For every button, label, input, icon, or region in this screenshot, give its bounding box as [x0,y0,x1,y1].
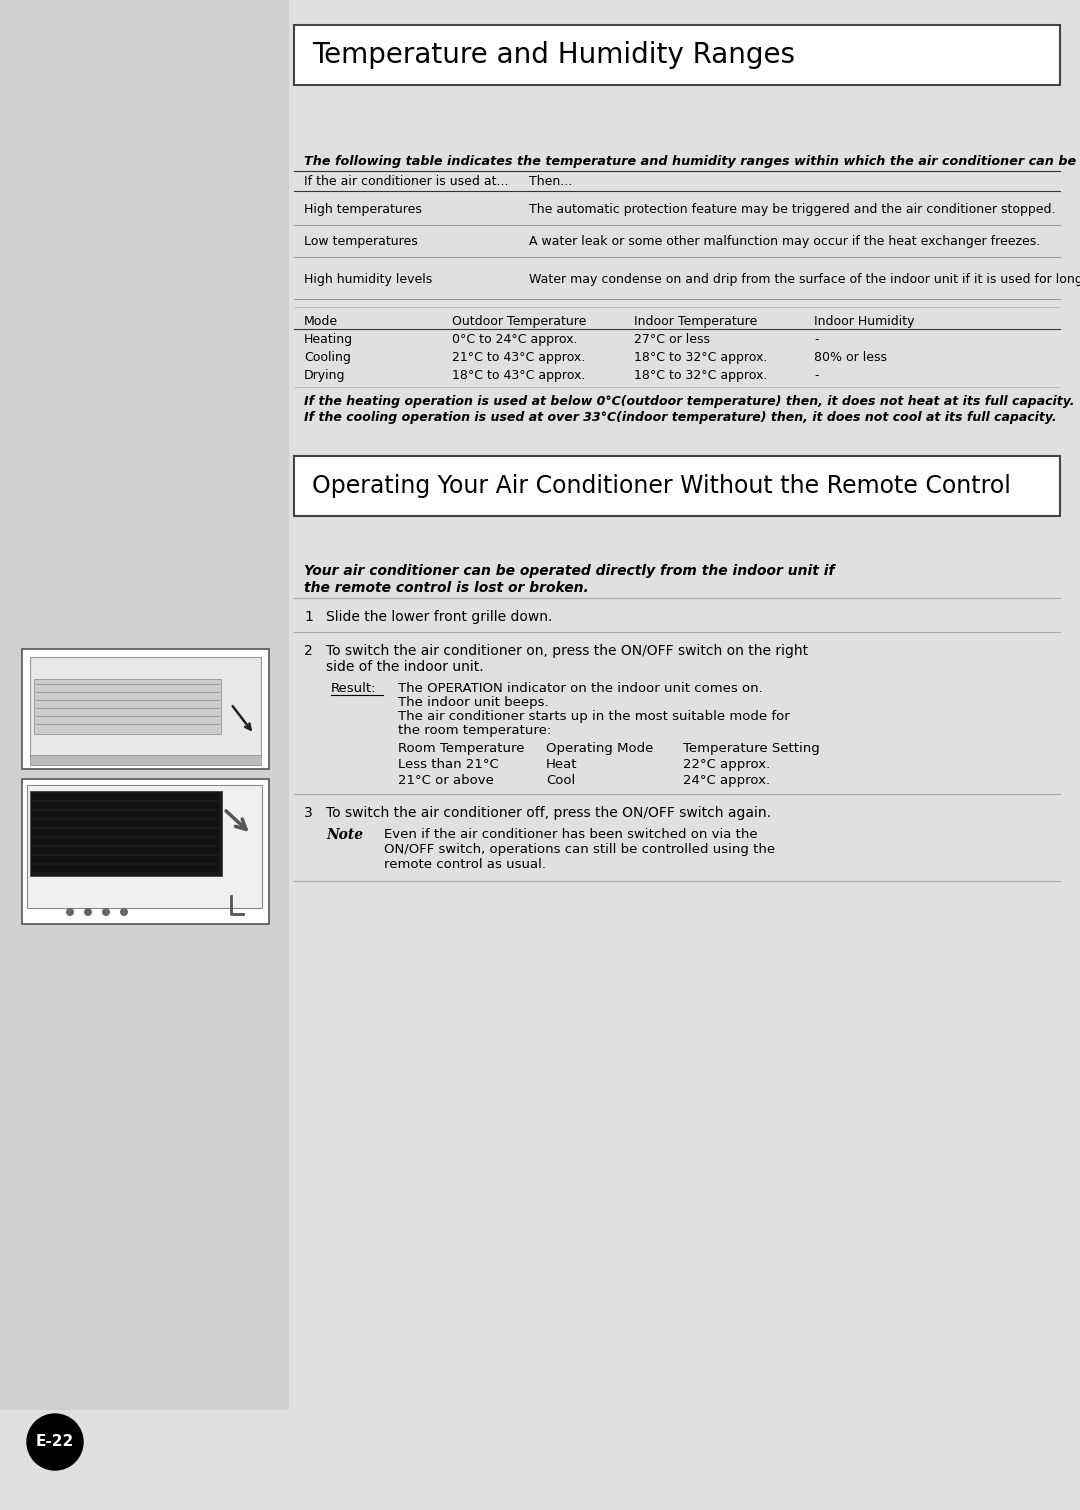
Bar [32,802,219,809]
Text: 18°C to 32°C approx.: 18°C to 32°C approx. [634,368,768,382]
Text: Cooling: Cooling [303,350,351,364]
Bar [33,680,221,734]
Text: Less than 21°C: Less than 21°C [399,758,499,772]
Text: the room temperature:: the room temperature: [399,723,551,737]
Bar [30,755,261,766]
Text: A water leak or some other malfunction may occur if the heat exchanger freezes.: A water leak or some other malfunction m… [529,236,1040,249]
Text: Indoor Humidity: Indoor Humidity [814,316,915,328]
Text: The indoor unit beeps.: The indoor unit beeps. [399,696,549,710]
Circle shape [102,908,110,917]
Text: Outdoor Temperature: Outdoor Temperature [453,316,586,328]
Bar [32,829,219,837]
Text: Mode: Mode [303,316,338,328]
Circle shape [66,908,75,917]
Text: 0°C to 24°C approx.: 0°C to 24°C approx. [453,334,578,346]
Bar [32,865,219,871]
Bar [32,820,219,827]
Text: Low temperatures: Low temperatures [303,236,418,249]
Text: Result:: Result: [330,683,377,695]
Text: Slide the lower front grille down.: Slide the lower front grille down. [326,610,552,624]
Bar [32,793,219,800]
Text: ON/OFF switch, operations can still be controlled using the: ON/OFF switch, operations can still be c… [384,843,775,856]
Text: E-22: E-22 [36,1434,75,1450]
Text: 80% or less: 80% or less [814,350,887,364]
Bar [32,838,219,846]
Text: To switch the air conditioner off, press the ON/OFF switch again.: To switch the air conditioner off, press… [326,806,771,820]
Bar [32,811,219,818]
Text: 2: 2 [303,643,313,658]
Text: -: - [814,368,819,382]
Bar [22,779,269,924]
Text: 18°C to 32°C approx.: 18°C to 32°C approx. [634,350,768,364]
Text: The following table indicates the temperature and humidity ranges within which t: The following table indicates the temper… [303,156,1080,168]
Text: 3: 3 [303,806,313,820]
Text: 1: 1 [303,610,313,624]
Text: Even if the air conditioner has been switched on via the: Even if the air conditioner has been swi… [384,827,758,841]
Text: 24°C approx.: 24°C approx. [683,775,770,787]
Bar [0,0,289,569]
Text: If the heating operation is used at below 0°C(outdoor temperature) then, it does: If the heating operation is used at belo… [303,396,1075,408]
Text: The air conditioner starts up in the most suitable mode for: The air conditioner starts up in the mos… [399,710,789,723]
Text: Drying: Drying [303,368,346,382]
Text: High humidity levels: High humidity levels [303,272,432,285]
Text: The automatic protection feature may be triggered and the air conditioner stoppe: The automatic protection feature may be … [529,202,1055,216]
Text: 18°C to 43°C approx.: 18°C to 43°C approx. [453,368,585,382]
Circle shape [120,908,129,917]
Bar [294,456,1059,516]
Text: Operating Mode: Operating Mode [546,741,653,755]
Text: 27°C or less: 27°C or less [634,334,710,346]
Text: 21°C or above: 21°C or above [399,775,494,787]
Bar [294,26,1059,85]
Circle shape [27,1413,83,1471]
Text: the remote control is lost or broken.: the remote control is lost or broken. [303,581,589,595]
Text: High temperatures: High temperatures [303,202,422,216]
Text: Then...: Then... [529,175,572,189]
Text: Room Temperature: Room Temperature [399,741,525,755]
Text: Temperature and Humidity Ranges: Temperature and Humidity Ranges [312,41,795,69]
Text: Cool: Cool [546,775,576,787]
Text: Heat: Heat [546,758,578,772]
Bar [30,791,222,876]
Text: If the cooling operation is used at over 33°C(indoor temperature) then, it does : If the cooling operation is used at over… [303,411,1056,424]
Text: The OPERATION indicator on the indoor unit comes on.: The OPERATION indicator on the indoor un… [399,683,762,695]
Text: 22°C approx.: 22°C approx. [683,758,770,772]
Text: 21°C to 43°C approx.: 21°C to 43°C approx. [453,350,585,364]
Bar [27,785,262,908]
Text: If the air conditioner is used at...: If the air conditioner is used at... [303,175,509,189]
Text: Note: Note [326,827,363,843]
Text: side of the indoor unit.: side of the indoor unit. [326,660,484,673]
Text: -: - [814,334,819,346]
Text: Your air conditioner can be operated directly from the indoor unit if: Your air conditioner can be operated dir… [303,565,835,578]
Bar [0,441,289,1410]
Text: Heating: Heating [303,334,353,346]
Bar [30,657,261,757]
Text: Water may condense on and drip from the surface of the indoor unit if it is used: Water may condense on and drip from the … [529,272,1080,285]
Text: To switch the air conditioner on, press the ON/OFF switch on the right: To switch the air conditioner on, press … [326,643,808,658]
Text: Operating Your Air Conditioner Without the Remote Control: Operating Your Air Conditioner Without t… [312,474,1011,498]
Bar [32,847,219,855]
Circle shape [84,908,92,917]
Text: remote control as usual.: remote control as usual. [384,858,546,871]
Bar [22,649,269,769]
Bar [32,856,219,864]
Text: Temperature Setting: Temperature Setting [683,741,820,755]
Text: Indoor Temperature: Indoor Temperature [634,316,757,328]
